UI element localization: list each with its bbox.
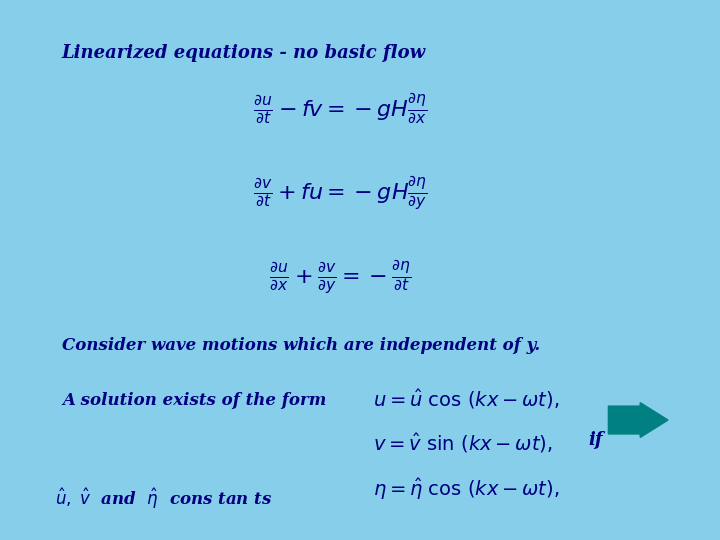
Text: if: if (588, 431, 603, 449)
Text: $\hat{u},\ \hat{v}$  and  $\hat{\eta}$  cons tan ts: $\hat{u},\ \hat{v}$ and $\hat{\eta}$ con… (55, 486, 273, 511)
Text: $\eta = \hat{\eta}\ \mathrm{cos}\ (kx - \omega t),$: $\eta = \hat{\eta}\ \mathrm{cos}\ (kx - … (373, 476, 559, 502)
Text: $\frac{\partial u}{\partial x} + \frac{\partial v}{\partial y} = -\frac{\partial: $\frac{\partial u}{\partial x} + \frac{\… (269, 259, 411, 296)
Text: Linearized equations - no basic flow: Linearized equations - no basic flow (62, 44, 426, 62)
Text: $v = \hat{v}\ \mathrm{sin}\ (kx - \omega t),$: $v = \hat{v}\ \mathrm{sin}\ (kx - \omega… (373, 431, 553, 455)
Text: $u = \hat{u}\ \mathrm{cos}\ (kx - \omega t),$: $u = \hat{u}\ \mathrm{cos}\ (kx - \omega… (373, 387, 559, 411)
Text: $\frac{\partial v}{\partial t} + fu = -gH\frac{\partial \eta}{\partial y}$: $\frac{\partial v}{\partial t} + fu = -g… (253, 174, 428, 212)
FancyArrow shape (608, 403, 668, 437)
Text: $\frac{\partial u}{\partial t} - fv = -gH\frac{\partial \eta}{\partial x}$: $\frac{\partial u}{\partial t} - fv = -g… (253, 91, 428, 126)
Text: A solution exists of the form: A solution exists of the form (62, 392, 326, 409)
Text: Consider wave motions which are independent of y.: Consider wave motions which are independ… (62, 337, 540, 354)
